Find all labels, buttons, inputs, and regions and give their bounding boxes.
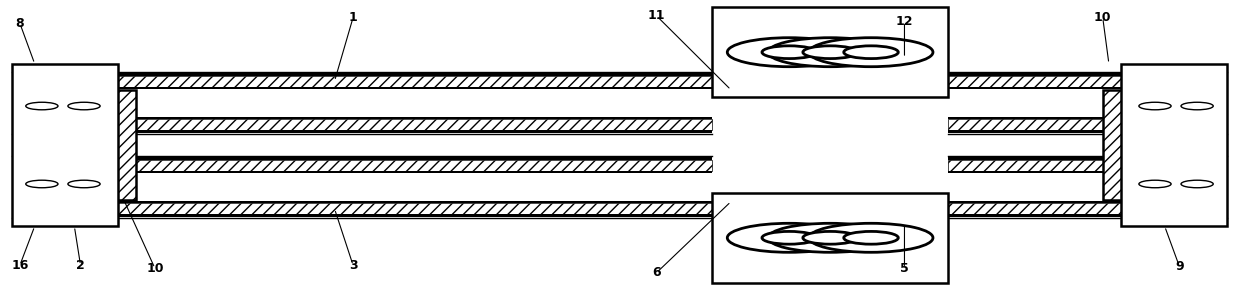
Bar — [948, 119, 1227, 130]
Bar — [712, 193, 948, 283]
Circle shape — [727, 223, 851, 252]
Circle shape — [1139, 102, 1171, 110]
Circle shape — [68, 102, 100, 110]
Circle shape — [762, 46, 817, 59]
Circle shape — [768, 223, 892, 252]
Circle shape — [803, 46, 857, 59]
Bar — [1103, 90, 1125, 200]
Bar — [948, 73, 1227, 76]
Bar — [12, 201, 712, 204]
Bar — [12, 76, 712, 86]
Circle shape — [26, 102, 58, 110]
Circle shape — [844, 231, 898, 244]
Text: 16: 16 — [11, 259, 28, 272]
Bar — [12, 117, 712, 119]
Text: 2: 2 — [76, 259, 85, 272]
Bar — [12, 160, 712, 171]
Bar — [948, 214, 1227, 217]
Text: 5: 5 — [900, 262, 909, 275]
Bar — [12, 64, 118, 226]
Circle shape — [803, 231, 857, 244]
Text: 11: 11 — [648, 10, 665, 22]
Text: 12: 12 — [896, 15, 913, 28]
Circle shape — [762, 231, 817, 244]
Circle shape — [26, 180, 58, 188]
Bar — [948, 160, 1227, 171]
Text: 3: 3 — [349, 259, 357, 272]
Circle shape — [68, 180, 100, 188]
Bar — [948, 171, 1227, 173]
Text: 10: 10 — [1094, 11, 1111, 24]
Circle shape — [727, 38, 851, 67]
Text: 6: 6 — [653, 266, 660, 279]
Bar — [12, 214, 712, 217]
Bar — [12, 130, 712, 133]
Text: 10: 10 — [146, 262, 164, 275]
Bar — [114, 90, 136, 200]
Circle shape — [1181, 180, 1213, 188]
Text: 8: 8 — [16, 17, 24, 30]
Bar — [12, 86, 712, 89]
Circle shape — [809, 38, 933, 67]
Circle shape — [1139, 180, 1171, 188]
Bar — [948, 204, 1227, 214]
Bar — [948, 201, 1227, 204]
Circle shape — [844, 46, 898, 59]
Text: 9: 9 — [1176, 260, 1183, 273]
Bar — [712, 7, 948, 97]
Bar — [948, 130, 1227, 133]
Bar — [948, 157, 1227, 160]
Bar — [948, 117, 1227, 119]
Bar — [12, 119, 712, 130]
Bar — [1121, 64, 1227, 226]
Bar — [12, 171, 712, 173]
Circle shape — [768, 38, 892, 67]
Bar — [948, 76, 1227, 86]
Text: 1: 1 — [348, 11, 358, 24]
Bar — [1103, 90, 1125, 200]
Bar — [12, 157, 712, 160]
Bar — [12, 204, 712, 214]
Bar — [114, 90, 136, 200]
Circle shape — [1181, 102, 1213, 110]
Circle shape — [809, 223, 933, 252]
Bar — [948, 86, 1227, 89]
Bar — [12, 73, 712, 76]
